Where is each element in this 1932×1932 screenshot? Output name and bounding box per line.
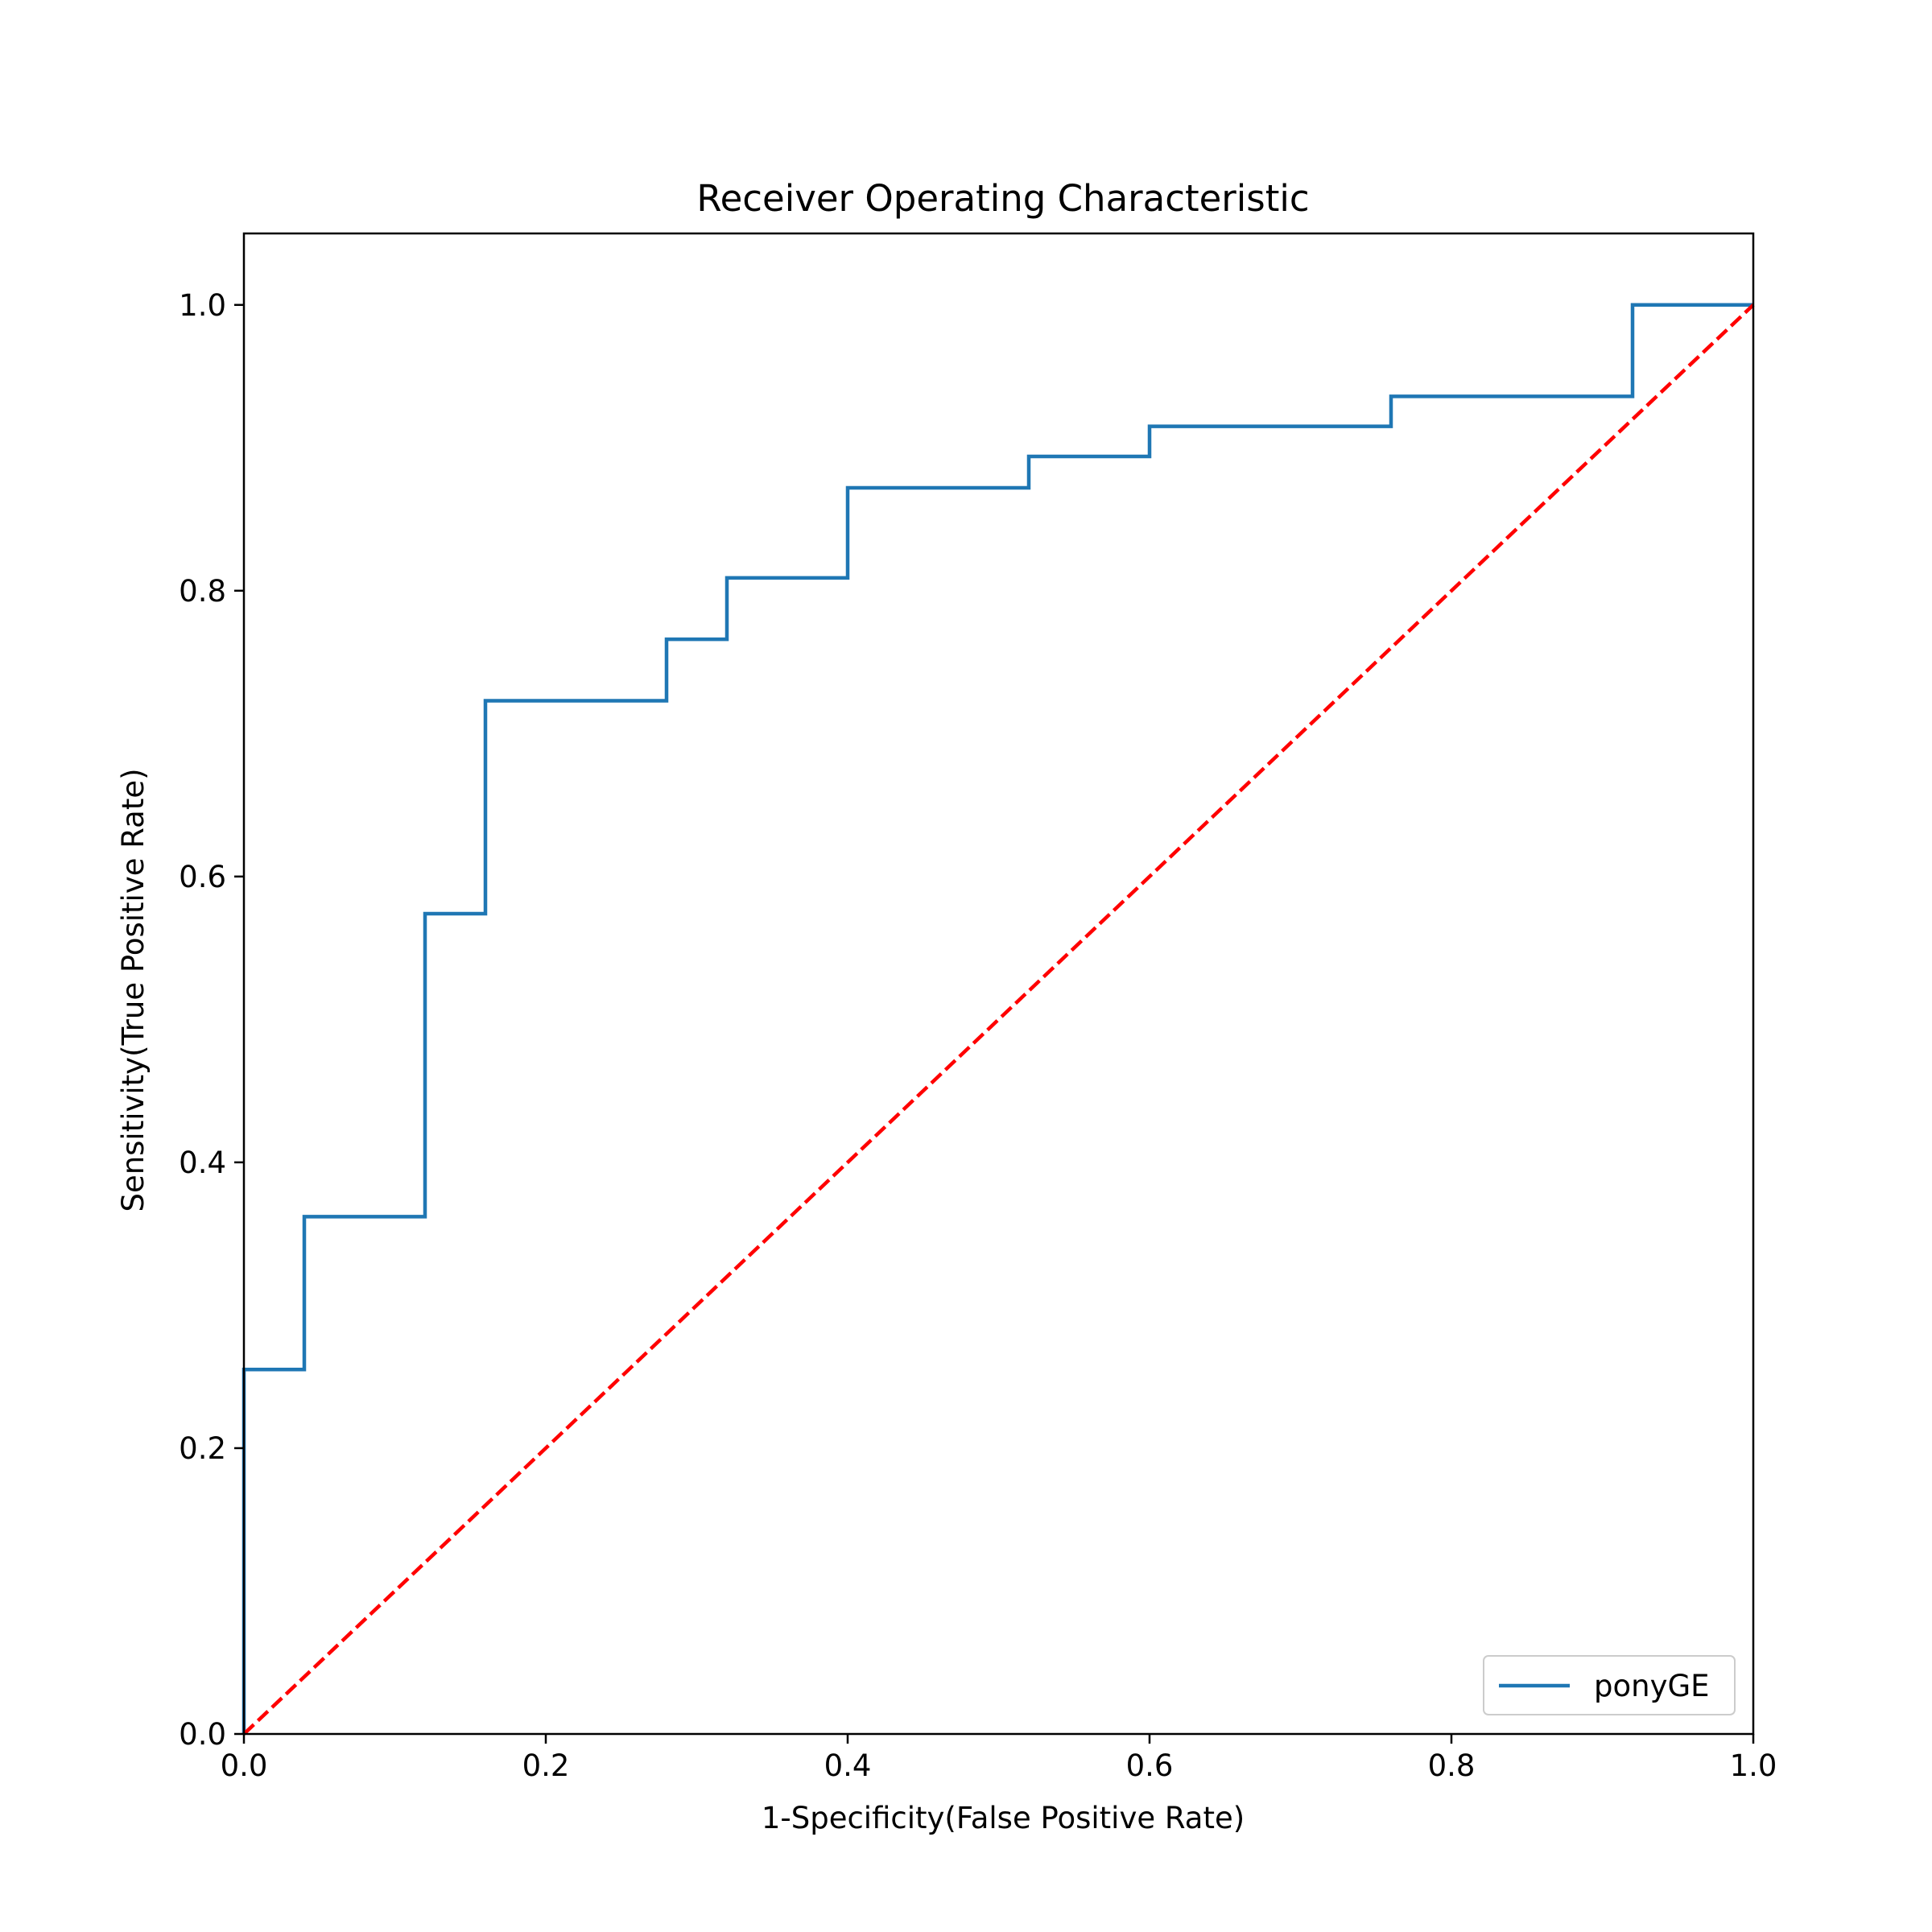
y-tick-label: 0.6 bbox=[179, 860, 226, 894]
legend-box bbox=[1483, 1655, 1736, 1715]
legend-label-ponyge: ponyGE bbox=[1594, 1669, 1710, 1703]
x-axis: 0.0 0.2 0.4 0.6 0.8 1.0 bbox=[221, 1734, 1777, 1783]
plot-area bbox=[242, 303, 1755, 1736]
y-tick-label: 0.4 bbox=[179, 1146, 226, 1180]
chart-title: Receiver Operating Characteristic bbox=[696, 177, 1309, 220]
x-tick-label: 0.0 bbox=[221, 1748, 268, 1783]
legend: ponyGE bbox=[1483, 1655, 1736, 1715]
chance-diagonal bbox=[242, 303, 1755, 1736]
y-axis: 0.0 0.2 0.4 0.6 0.8 1.0 bbox=[179, 288, 244, 1752]
x-tick-label: 0.8 bbox=[1428, 1748, 1476, 1783]
x-tick-label: 1.0 bbox=[1730, 1748, 1777, 1783]
x-tick-label: 0.2 bbox=[522, 1748, 570, 1783]
y-tick-label: 0.0 bbox=[179, 1717, 226, 1752]
x-tick-label: 0.6 bbox=[1126, 1748, 1174, 1783]
x-tick-label: 0.4 bbox=[824, 1748, 872, 1783]
y-tick-label: 0.8 bbox=[179, 574, 226, 609]
y-axis-label: Sensitivity(True Positive Rate) bbox=[116, 768, 151, 1212]
y-tick-label: 0.2 bbox=[179, 1431, 226, 1466]
x-axis-label: 1-Specificity(False Positive Rate) bbox=[762, 1801, 1245, 1835]
roc-curve-ponyge bbox=[242, 303, 1753, 1734]
y-tick-label: 1.0 bbox=[179, 288, 226, 323]
axes-frame bbox=[242, 232, 1755, 1736]
